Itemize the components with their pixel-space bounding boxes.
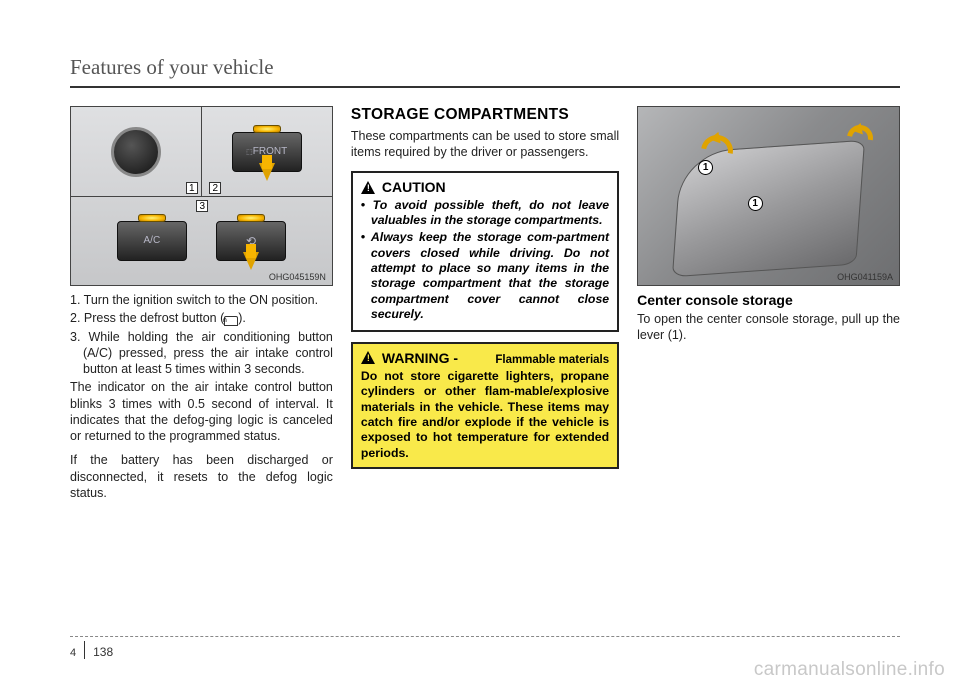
arrow-down-icon	[259, 163, 275, 181]
subsection-title: Center console storage	[637, 292, 900, 308]
warning-triangle-icon	[361, 351, 376, 364]
caution-box: CAUTION To avoid possible theft, do not …	[351, 171, 619, 333]
console-body-text: To open the center console storage, pull…	[637, 311, 900, 344]
figure-caption-1: OHG045159N	[269, 272, 326, 282]
para-battery: If the battery has been discharged or di…	[70, 452, 333, 501]
led-icon	[237, 214, 265, 222]
figure-caption-2: OHG041159A	[837, 272, 893, 282]
callout-3: 3	[196, 200, 208, 212]
caution-triangle-icon	[361, 181, 376, 194]
led-icon	[253, 125, 281, 133]
column-1: ⬚ FRONT A/C ⟲ 1	[70, 106, 333, 509]
callout-circle-1b: 1	[748, 196, 763, 211]
figure-defrost-buttons: ⬚ FRONT A/C ⟲ 1	[70, 106, 333, 286]
recirc-button-icon: ⟲	[216, 221, 286, 261]
page-number: 4 138	[70, 641, 113, 659]
watermark: carmanualsonline.info	[754, 659, 945, 681]
warning-body: Do not store cigarette lighters, propane…	[361, 369, 609, 461]
figure-console: 1 1 OHG041159A	[637, 106, 900, 286]
quadrant-1	[71, 107, 201, 196]
callout-2: 2	[209, 182, 221, 194]
column-2: STORAGE COMPARTMENTS These compartments …	[351, 106, 619, 509]
caution-list: To avoid possible theft, do not leave va…	[361, 198, 609, 323]
header-rule	[70, 86, 900, 88]
para-indicator: The indicator on the air intake control …	[70, 379, 333, 444]
footer-rule	[70, 636, 900, 637]
arrow-down-icon	[243, 252, 259, 270]
engine-start-stop-button-icon	[111, 127, 161, 177]
caution-item: To avoid possible theft, do not leave va…	[361, 198, 609, 229]
step-2: 2. Press the defrost button (⋔).	[70, 310, 333, 326]
steps-text: 1. Turn the ignition switch to the ON po…	[70, 292, 333, 377]
caution-item: Always keep the storage com-partment cov…	[361, 230, 609, 322]
warning-subtitle: Flammable materials	[495, 354, 609, 367]
warning-title: WARNING - Flammable materials	[361, 350, 609, 367]
columns: ⬚ FRONT A/C ⟲ 1	[70, 106, 900, 509]
warning-box: WARNING - Flammable materials Do not sto…	[351, 342, 619, 469]
page-num-value: 138	[93, 645, 113, 659]
manual-page: Features of your vehicle ⬚ FRONT	[0, 0, 960, 689]
led-icon	[138, 214, 166, 222]
intro-text: These compartments can be used to store …	[351, 128, 619, 161]
page-header: Features of your vehicle	[70, 55, 900, 80]
front-defrost-button-icon: ⬚ FRONT	[232, 132, 302, 172]
page-separator	[84, 641, 85, 659]
step-3: 3. While holding the air conditioning bu…	[70, 329, 333, 378]
defrost-icon: ⋔	[224, 316, 238, 326]
step-1: 1. Turn the ignition switch to the ON po…	[70, 292, 333, 308]
body-paragraphs: The indicator on the air intake control …	[70, 379, 333, 501]
chapter-number: 4	[70, 647, 76, 659]
callout-1: 1	[186, 182, 198, 194]
quadrant-3: A/C	[102, 196, 201, 285]
ac-button-icon: A/C	[117, 221, 187, 261]
column-3: 1 1 OHG041159A Center console storage To…	[637, 106, 900, 509]
section-title: STORAGE COMPARTMENTS	[351, 106, 619, 124]
caution-title: CAUTION	[361, 179, 609, 195]
